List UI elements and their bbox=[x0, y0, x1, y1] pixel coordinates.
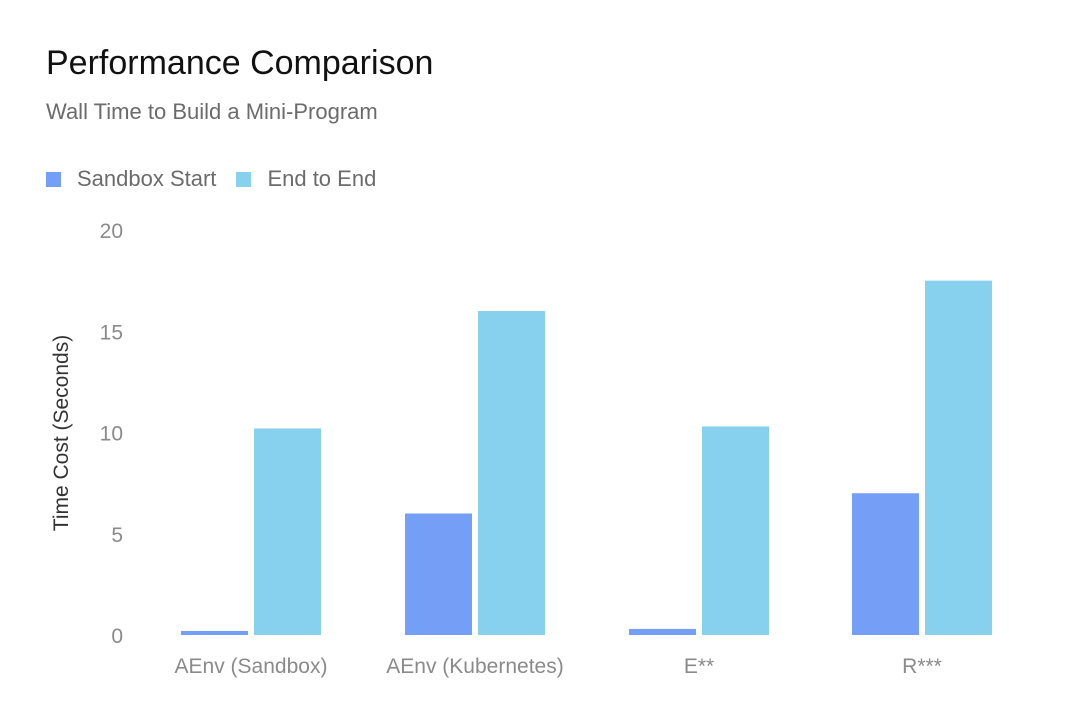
bar-sandbox-start bbox=[181, 630, 248, 635]
legend-item-end-to-end: End to End bbox=[236, 166, 376, 192]
x-tick-label: R*** bbox=[902, 655, 942, 678]
y-tick-label: 15 bbox=[100, 321, 123, 344]
legend-label-sandbox-start: Sandbox Start bbox=[77, 166, 217, 191]
x-tick-label: E** bbox=[684, 655, 714, 678]
y-tick-label: 5 bbox=[111, 524, 123, 547]
bar-end-to-end bbox=[925, 280, 992, 635]
bar-end-to-end bbox=[254, 428, 321, 635]
legend-swatch-sandbox-start bbox=[46, 171, 61, 187]
bar-end-to-end bbox=[702, 426, 769, 635]
legend-swatch-end-to-end bbox=[236, 171, 252, 187]
y-tick-label: 0 bbox=[111, 625, 123, 648]
legend-item-sandbox-start: Sandbox Start bbox=[46, 166, 216, 192]
chart-title: Performance Comparison bbox=[46, 44, 434, 82]
y-tick-label: 10 bbox=[100, 423, 123, 446]
x-tick-label: AEnv (Sandbox) bbox=[175, 655, 328, 678]
bar-sandbox-start bbox=[629, 628, 696, 635]
chart-subtitle: Wall Time to Build a Mini-Program bbox=[46, 99, 378, 124]
x-tick-label: AEnv (Kubernetes) bbox=[386, 655, 563, 678]
y-tick-label: 20 bbox=[100, 220, 123, 243]
bar-end-to-end bbox=[478, 311, 545, 635]
bar-sandbox-start bbox=[852, 493, 919, 635]
legend: Sandbox Start End to End bbox=[46, 166, 396, 192]
legend-label-end-to-end: End to End bbox=[267, 166, 377, 191]
bar-sandbox-start bbox=[405, 513, 472, 635]
